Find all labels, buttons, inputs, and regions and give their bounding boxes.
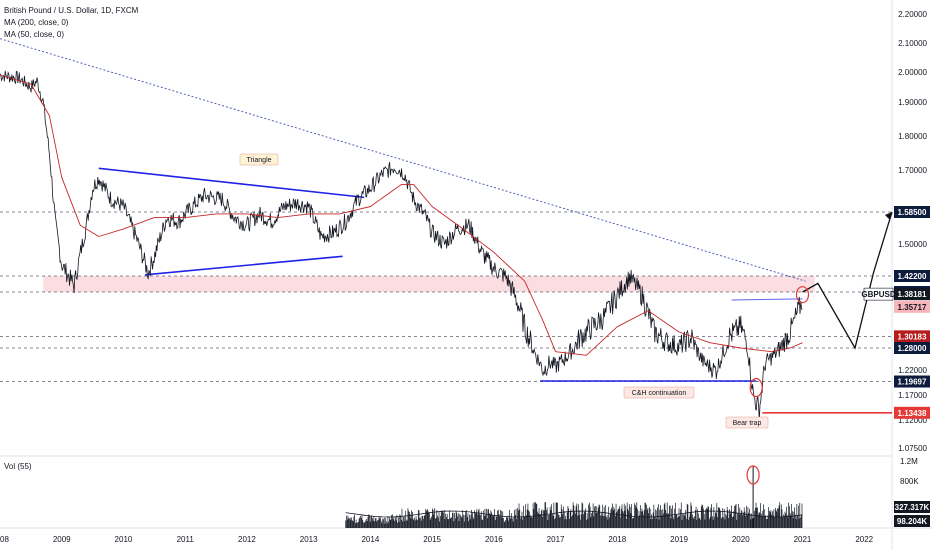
ma50-legend: MA (50, close, 0) xyxy=(4,30,65,39)
y-tick-label: 1.22000 xyxy=(898,366,927,375)
triangle-label: Triangle xyxy=(246,157,271,164)
volume-tag-2: 98.204K xyxy=(897,517,927,526)
x-tick-label: 2013 xyxy=(300,535,318,544)
time-axis: 2008 2009 2010 2011 2012 2013 2014 2015 2016 2017… xyxy=(0,535,874,544)
projection-arrowhead xyxy=(885,212,892,220)
y-tick-label: 2.20000 xyxy=(898,10,927,19)
tag-119697-bg xyxy=(894,375,930,388)
x-tick-label: 2015 xyxy=(423,535,441,544)
tag-119697: 1.19697 xyxy=(898,378,927,387)
y-tick-label: 2.10000 xyxy=(898,39,927,48)
x-tick-label: 2017 xyxy=(547,535,565,544)
symbol-legend: British Pound / U.S. Dollar, 1D, FXCM xyxy=(4,6,139,15)
tag-158500: 1.58500 xyxy=(898,208,927,217)
x-tick-label: 2014 xyxy=(361,535,379,544)
triangle-label-box xyxy=(239,153,279,166)
volume-legend: Vol (55) xyxy=(4,462,32,471)
tag-ma-red: 1.30183 xyxy=(898,332,927,341)
y-tick-label: 1.50000 xyxy=(898,240,927,249)
price-series xyxy=(0,70,803,422)
x-tick-label: 2012 xyxy=(238,535,256,544)
tag-142200-bg xyxy=(894,270,930,282)
volume-tag-1-bg xyxy=(894,501,930,513)
bear-trap-label: Bear trap xyxy=(733,420,762,427)
ma200-legend: MA (200, close, 0) xyxy=(4,18,69,27)
ma-line xyxy=(0,74,803,356)
x-tick-label: 2008 xyxy=(0,535,9,544)
projected-path xyxy=(802,211,893,350)
price-line xyxy=(0,70,803,422)
y-tick-label: 1.70000 xyxy=(898,166,927,175)
resistance-zone-rect xyxy=(43,276,815,292)
tag-142200: 1.42200 xyxy=(898,272,927,281)
breakout-circle xyxy=(795,286,810,304)
volume-spike-circle xyxy=(746,465,760,485)
volume-pane xyxy=(345,465,803,528)
x-tick-label: 2019 xyxy=(670,535,688,544)
tag-ma-red-bg xyxy=(894,330,930,343)
y-tick-label: 2.00000 xyxy=(898,68,927,77)
handle-top-line xyxy=(731,298,803,301)
tag-128000-bg xyxy=(894,342,930,354)
annotations: Triangle C&H continuation Bear trap xyxy=(239,153,810,429)
x-tick-label: 2018 xyxy=(608,535,626,544)
bear-trap-label-box xyxy=(725,416,769,429)
volume-ma-line xyxy=(345,510,803,518)
x-tick-label: 2011 xyxy=(177,535,195,544)
tag-ma-bg xyxy=(894,300,930,313)
price-axis: 2.20000 2.10000 2.00000 1.90000 1.80000 1.700… xyxy=(861,10,930,527)
tag-113438: 1.13438 xyxy=(898,409,927,418)
y-tick-label: 1.90000 xyxy=(898,98,927,107)
x-tick-label: 2010 xyxy=(115,535,133,544)
symbol-tag: GBPUSD xyxy=(861,290,895,299)
tag-ma: 1.35717 xyxy=(898,303,927,312)
y-tick-label: 1.17000 xyxy=(898,391,927,400)
triangle-upper-line xyxy=(98,167,365,199)
volume-max-label: 1.2M xyxy=(900,457,918,466)
x-tick-label: 2022 xyxy=(855,535,873,544)
tag-158500-bg xyxy=(894,206,930,218)
ch-continuation-label-box xyxy=(623,386,695,399)
volume-tag-1: 327.317K xyxy=(895,503,930,512)
trendlines xyxy=(0,38,893,382)
tag-current: 1.38181 xyxy=(898,290,927,299)
x-tick-label: 2009 xyxy=(53,535,71,544)
downtrend-dashed-line xyxy=(0,38,806,282)
ch-continuation-label: C&H continuation xyxy=(632,390,687,397)
x-tick-label: 2016 xyxy=(485,535,503,544)
tag-128000: 1.28000 xyxy=(898,344,927,353)
volume-tag-2-bg xyxy=(894,515,930,527)
symbol-tag-bg xyxy=(863,287,894,301)
volume-800k-label: 800K xyxy=(900,477,919,486)
triangle-lower-line xyxy=(144,255,343,276)
x-tick-label: 2021 xyxy=(794,535,812,544)
x-tick-label: 2020 xyxy=(732,535,750,544)
y-tick-label: 1.12000 xyxy=(898,416,927,425)
bear-trap-circle xyxy=(749,377,763,398)
tag-113438-bg xyxy=(894,406,930,419)
horizontal-levels xyxy=(0,211,892,414)
tag-current-bg xyxy=(894,288,930,301)
y-tick-label: 1.07500 xyxy=(898,444,927,453)
resistance-zone xyxy=(43,276,815,292)
y-tick-label: 1.80000 xyxy=(898,132,927,141)
